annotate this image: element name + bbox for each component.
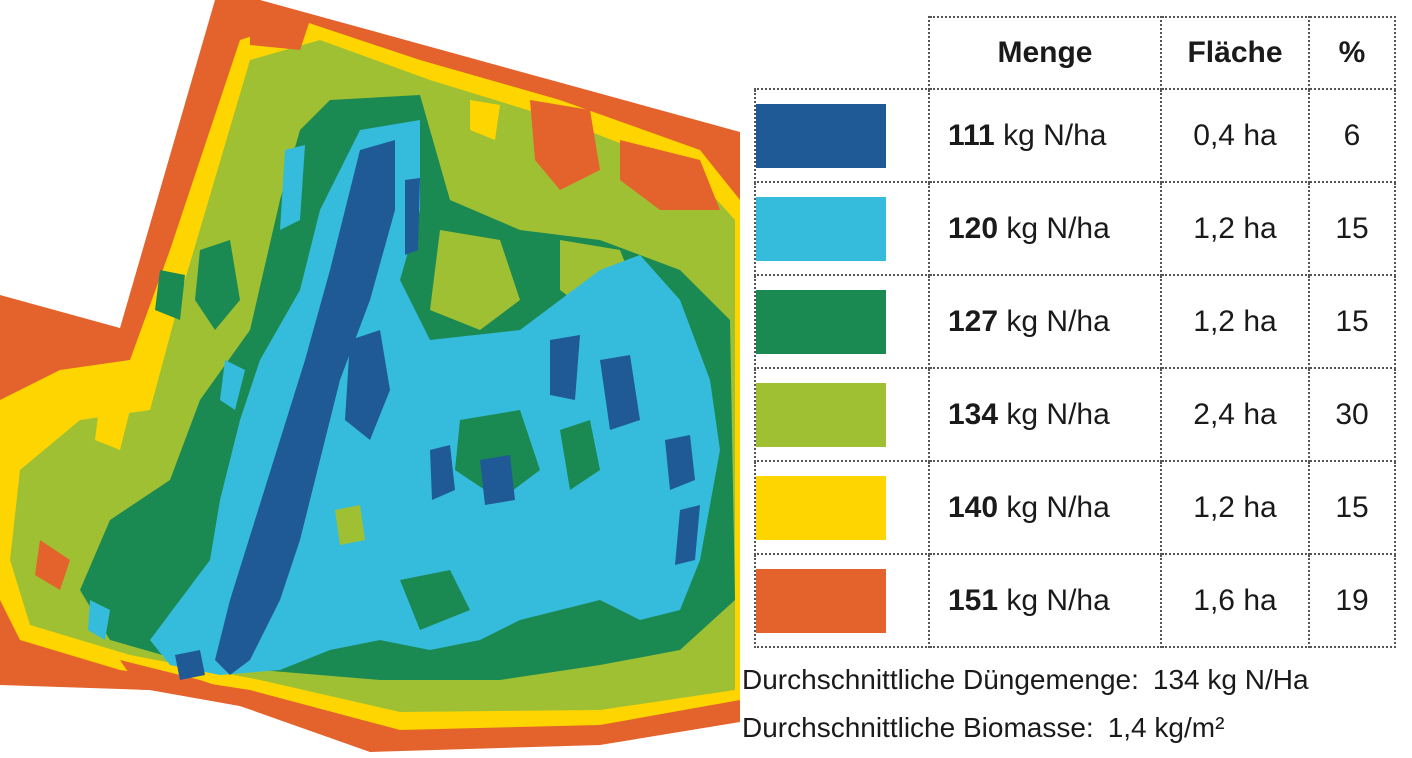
legend-area: 1,2 ha — [1160, 274, 1310, 369]
legend-row: 134 kg N/ha 2,4 ha 30 — [754, 367, 1396, 462]
legend-area: 1,2 ha — [1160, 181, 1310, 276]
legend-amount: 151 kg N/ha — [928, 553, 1162, 648]
summary-label: Durchschnittliche Biomasse: — [742, 712, 1094, 743]
legend-percent: 6 — [1308, 88, 1396, 183]
legend-area: 1,2 ha — [1160, 460, 1310, 555]
legend-percent: 15 — [1308, 274, 1396, 369]
legend-amount: 111 kg N/ha — [928, 88, 1162, 183]
legend-amount: 140 kg N/ha — [928, 460, 1162, 555]
legend-swatch — [756, 568, 886, 633]
summary-avg-fertilizer: Durchschnittliche Düngemenge: 134 kg N/Ha — [742, 664, 1309, 696]
legend-row: 140 kg N/ha 1,2 ha 15 — [754, 460, 1396, 555]
legend-row: 127 kg N/ha 1,2 ha 15 — [754, 274, 1396, 369]
legend-swatch — [756, 196, 886, 261]
legend-percent: 15 — [1308, 460, 1396, 555]
header-percent: % — [1308, 16, 1396, 90]
legend-area: 0,4 ha — [1160, 88, 1310, 183]
legend-row: 120 kg N/ha 1,2 ha 15 — [754, 181, 1396, 276]
header-amount: Menge — [928, 16, 1162, 90]
summary-value: 1,4 kg/m² — [1107, 712, 1225, 743]
legend-table: Menge Fläche % 111 kg N/ha 0,4 ha 6 120 … — [754, 16, 1396, 648]
legend-swatch — [756, 289, 886, 354]
legend-area: 1,6 ha — [1160, 553, 1310, 648]
legend-percent: 15 — [1308, 181, 1396, 276]
legend-amount: 134 kg N/ha — [928, 367, 1162, 462]
legend-percent: 19 — [1308, 553, 1396, 648]
legend-amount: 127 kg N/ha — [928, 274, 1162, 369]
summary-label: Durchschnittliche Düngemenge: — [742, 664, 1139, 695]
legend-amount: 120 kg N/ha — [928, 181, 1162, 276]
legend-header-corner — [755, 17, 930, 90]
legend-row: 111 kg N/ha 0,4 ha 6 — [754, 88, 1396, 183]
legend-swatch — [756, 103, 886, 168]
legend-header-row: Menge Fläche % — [755, 16, 1396, 90]
legend-area: 2,4 ha — [1160, 367, 1310, 462]
legend-percent: 30 — [1308, 367, 1396, 462]
summary-avg-biomass: Durchschnittliche Biomasse: 1,4 kg/m² — [742, 712, 1224, 744]
legend-swatch — [756, 475, 886, 540]
legend-row: 151 kg N/ha 1,6 ha 19 — [754, 553, 1396, 648]
summary-value: 134 kg N/Ha — [1152, 664, 1309, 695]
legend-swatch — [756, 382, 886, 447]
zone-111 — [215, 140, 395, 675]
header-area: Fläche — [1160, 16, 1310, 90]
application-map — [0, 0, 740, 752]
